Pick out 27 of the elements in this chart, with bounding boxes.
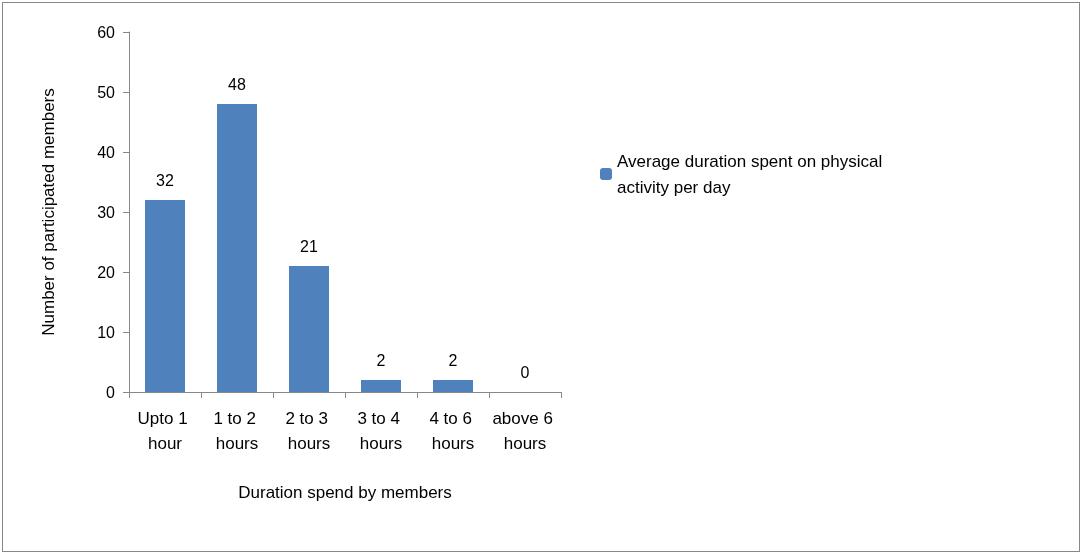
legend-label: Average duration spent on physical activity per day bbox=[617, 151, 887, 197]
data-label: 2 bbox=[376, 351, 386, 369]
y-tick-label: 60 bbox=[97, 23, 116, 41]
y-tick-label: 10 bbox=[97, 323, 116, 341]
x-tick-label: above 6 hours bbox=[492, 409, 558, 453]
data-label: 21 bbox=[300, 237, 318, 255]
x-tick-label: 3 to 4 hours bbox=[357, 409, 405, 453]
bar bbox=[361, 380, 401, 392]
x-tick-label: 2 to 3 hours bbox=[285, 409, 333, 453]
bar bbox=[145, 200, 185, 392]
y-axis-title: Number of participated members bbox=[39, 88, 58, 336]
y-tick-label: 20 bbox=[97, 263, 116, 281]
bar bbox=[289, 266, 329, 392]
data-label: 32 bbox=[156, 171, 174, 189]
x-tick-label: Upto 1 hour bbox=[137, 409, 193, 453]
y-tick-label: 0 bbox=[106, 383, 116, 401]
y-tick-label: 50 bbox=[97, 83, 116, 101]
data-label: 48 bbox=[228, 75, 246, 93]
bar bbox=[433, 380, 473, 392]
data-label: 2 bbox=[448, 351, 458, 369]
x-axis-title: Duration spend by members bbox=[238, 483, 452, 502]
x-tick-label: 4 to 6 hours bbox=[429, 409, 477, 453]
x-tick-label: 1 to 2 hours bbox=[213, 409, 261, 453]
y-tick-label: 40 bbox=[97, 143, 116, 161]
y-tick-label: 30 bbox=[97, 203, 116, 221]
data-label: 0 bbox=[520, 363, 530, 381]
bar bbox=[217, 104, 257, 392]
